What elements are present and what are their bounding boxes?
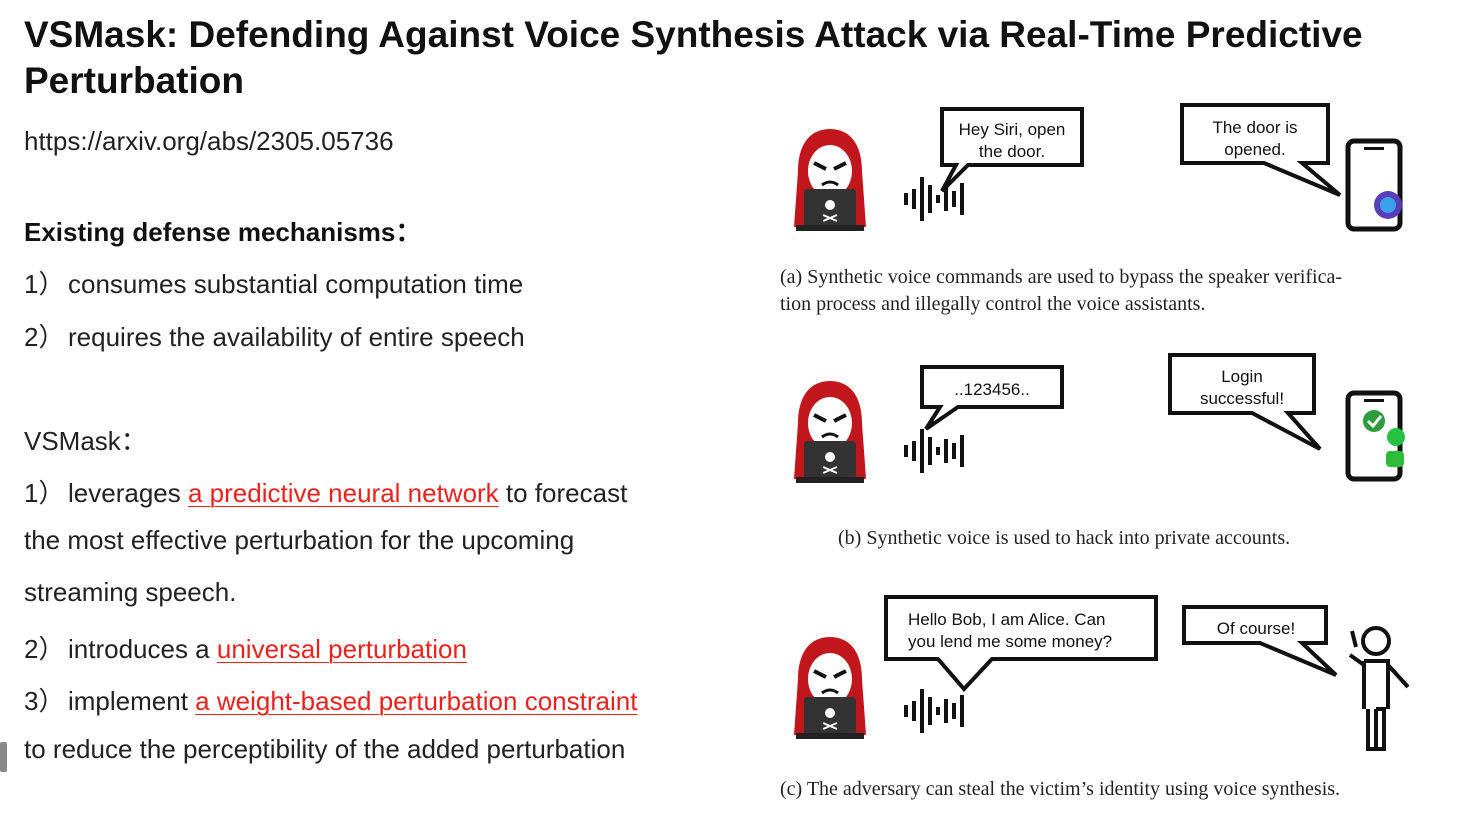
caption-c: (c) The adversary can steal the victim’s… <box>780 778 1341 800</box>
hacker-icon <box>794 637 866 739</box>
vsmask-item-3-cont: to reduce the perceptibility of the adde… <box>24 734 626 764</box>
vsmask-item-1: 1） leverages a predictive neural network … <box>24 478 628 508</box>
svg-text:..123456..: ..123456.. <box>954 380 1030 399</box>
highlight-weight-constraint: a weight-based perturbation constraint <box>195 686 638 716</box>
svg-text:Of course!: Of course! <box>1217 619 1295 638</box>
victim-person-icon <box>1348 626 1410 751</box>
svg-text:successful!: successful! <box>1200 389 1284 408</box>
vsmask-item-1-cont-2: streaming speech. <box>24 577 237 607</box>
speech-bubble-a-right: The door is opened. <box>1180 103 1342 197</box>
svg-text:Hey Siri, open: Hey Siri, open <box>959 120 1066 139</box>
existing-heading: Existing defense mechanisms： <box>24 217 422 247</box>
vsmask-item-1-cont-1: the most effective perturbation for the … <box>24 525 575 555</box>
slide-scroll-marker[interactable] <box>0 742 7 772</box>
highlight-predictive-network: a predictive neural network <box>187 478 499 508</box>
svg-text:The door is: The door is <box>1212 118 1297 137</box>
smartphone-siri-icon <box>1345 138 1403 232</box>
speech-bubble-c-left: Hello Bob, I am Alice. Can you lend me s… <box>884 595 1158 692</box>
figure-panel-b: ..123456.. Login successful! <box>794 353 1405 483</box>
svg-text:opened.: opened. <box>1224 140 1285 159</box>
svg-text:Hello Bob, I am Alice. Can: Hello Bob, I am Alice. Can <box>908 610 1105 629</box>
soundwave-icon <box>904 689 964 733</box>
slide-title: VSMask: Defending Against Voice Synthesi… <box>24 14 1363 101</box>
hacker-icon <box>794 129 866 231</box>
hacker-icon <box>794 381 866 483</box>
smartphone-apps-icon <box>1345 390 1405 482</box>
paper-url[interactable]: https://arxiv.org/abs/2305.05736 <box>24 126 394 156</box>
speech-bubble-a-left: Hey Siri, open the door. <box>940 107 1084 193</box>
caption-a: (a) Synthetic voice commands are used to… <box>780 266 1343 315</box>
figure-panel-c: Hello Bob, I am Alice. Can you lend me s… <box>794 595 1410 751</box>
svg-text:Login: Login <box>1221 367 1263 386</box>
soundwave-icon <box>904 177 964 221</box>
existing-item-2: 2） requires the availability of entire sp… <box>24 322 525 352</box>
svg-text:you lend me some money?: you lend me some money? <box>908 632 1112 651</box>
svg-text:the door.: the door. <box>979 142 1045 161</box>
caption-b: (b) Synthetic voice is used to hack into… <box>838 527 1291 549</box>
existing-item-1: 1） consumes substantial computation time <box>24 269 524 299</box>
speech-bubble-b-left: ..123456.. <box>920 365 1064 431</box>
speech-bubble-b-right: Login successful! <box>1168 353 1322 451</box>
speech-bubble-c-right: Of course! <box>1182 605 1338 677</box>
vsmask-heading: VSMask： <box>24 426 147 456</box>
soundwave-icon <box>904 429 964 473</box>
vsmask-item-2: 2） introduces a universal perturbation <box>24 634 467 664</box>
figure-panel-a: Hey Siri, open the door. The door is ope… <box>794 103 1403 232</box>
highlight-universal-perturbation: universal perturbation <box>216 634 467 664</box>
vsmask-item-3: 3） implement a weight-based perturbation … <box>24 686 638 716</box>
